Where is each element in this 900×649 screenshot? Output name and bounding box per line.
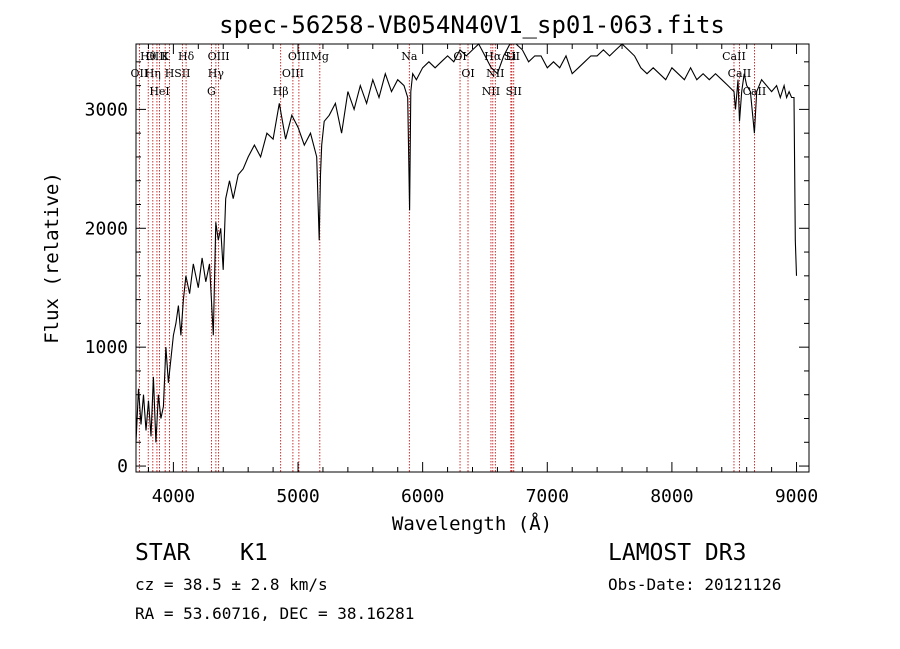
x-tick-label: 7000 <box>526 486 569 507</box>
line-label: Hγ <box>208 67 225 80</box>
line-label: CaII <box>728 67 752 80</box>
y-tick-label: 0 <box>117 456 128 477</box>
survey-name: LAMOST DR3 <box>608 540 747 566</box>
flux-series-line <box>135 43 798 443</box>
line-label: SII <box>174 67 190 80</box>
line-label: Hβ <box>273 85 289 98</box>
x-tick-label: 8000 <box>650 486 693 507</box>
line-label: OIII <box>146 50 168 63</box>
y-axis-label: Flux (relative) <box>41 172 63 344</box>
line-label: K <box>161 50 170 63</box>
line-label: Hδ <box>178 50 195 63</box>
line-label: Li <box>505 50 516 63</box>
line-label: HeI <box>149 85 169 98</box>
line-label: Mg <box>311 50 329 63</box>
y-tick-label: 1000 <box>85 337 128 358</box>
line-label: SII <box>506 85 522 98</box>
line-label: CaII <box>722 50 746 63</box>
line-label: OIII <box>208 50 230 63</box>
line-label: Hη <box>145 67 161 80</box>
line-label: NII <box>482 85 500 98</box>
redshift-cz: cz = 38.5 ± 2.8 km/s <box>135 575 328 594</box>
line-label: OIII <box>282 67 304 80</box>
line-label: Na <box>401 50 418 63</box>
line-label: OII <box>131 67 149 80</box>
spectral-subclass: K1 <box>240 540 268 566</box>
line-label: OI <box>461 67 474 80</box>
line-label: CaII <box>743 85 767 98</box>
line-label: H <box>165 67 175 80</box>
object-class: STAR <box>135 540 191 566</box>
x-tick-label: 4000 <box>152 486 195 507</box>
line-label: NII <box>486 67 504 80</box>
line-label: OIII <box>288 50 310 63</box>
x-tick-label: 9000 <box>775 486 818 507</box>
axis-ticks: 4000 5000 6000 7000 8000 9000 0 1000 2000 3000 <box>85 44 818 507</box>
line-label: Hα <box>484 50 502 63</box>
sky-coordinates: RA = 53.60716, DEC = 38.16281 <box>135 604 415 623</box>
x-tick-label: 5000 <box>276 486 319 507</box>
line-markers <box>138 44 755 472</box>
observation-date: Obs-Date: 20121126 <box>608 575 782 594</box>
line-label: OI <box>453 50 466 63</box>
y-tick-label: 3000 <box>85 99 128 120</box>
chart-title: spec-56258-VB054N40V1_sp01-063.fits <box>219 11 725 39</box>
line-label: G <box>207 85 216 98</box>
x-tick-label: 6000 <box>401 486 444 507</box>
line-label: Hθ <box>140 50 157 63</box>
y-tick-label: 2000 <box>85 218 128 239</box>
line-label: SII <box>504 50 520 63</box>
plot-frame <box>135 43 810 473</box>
x-axis-label: Wavelength (Å) <box>392 512 552 535</box>
